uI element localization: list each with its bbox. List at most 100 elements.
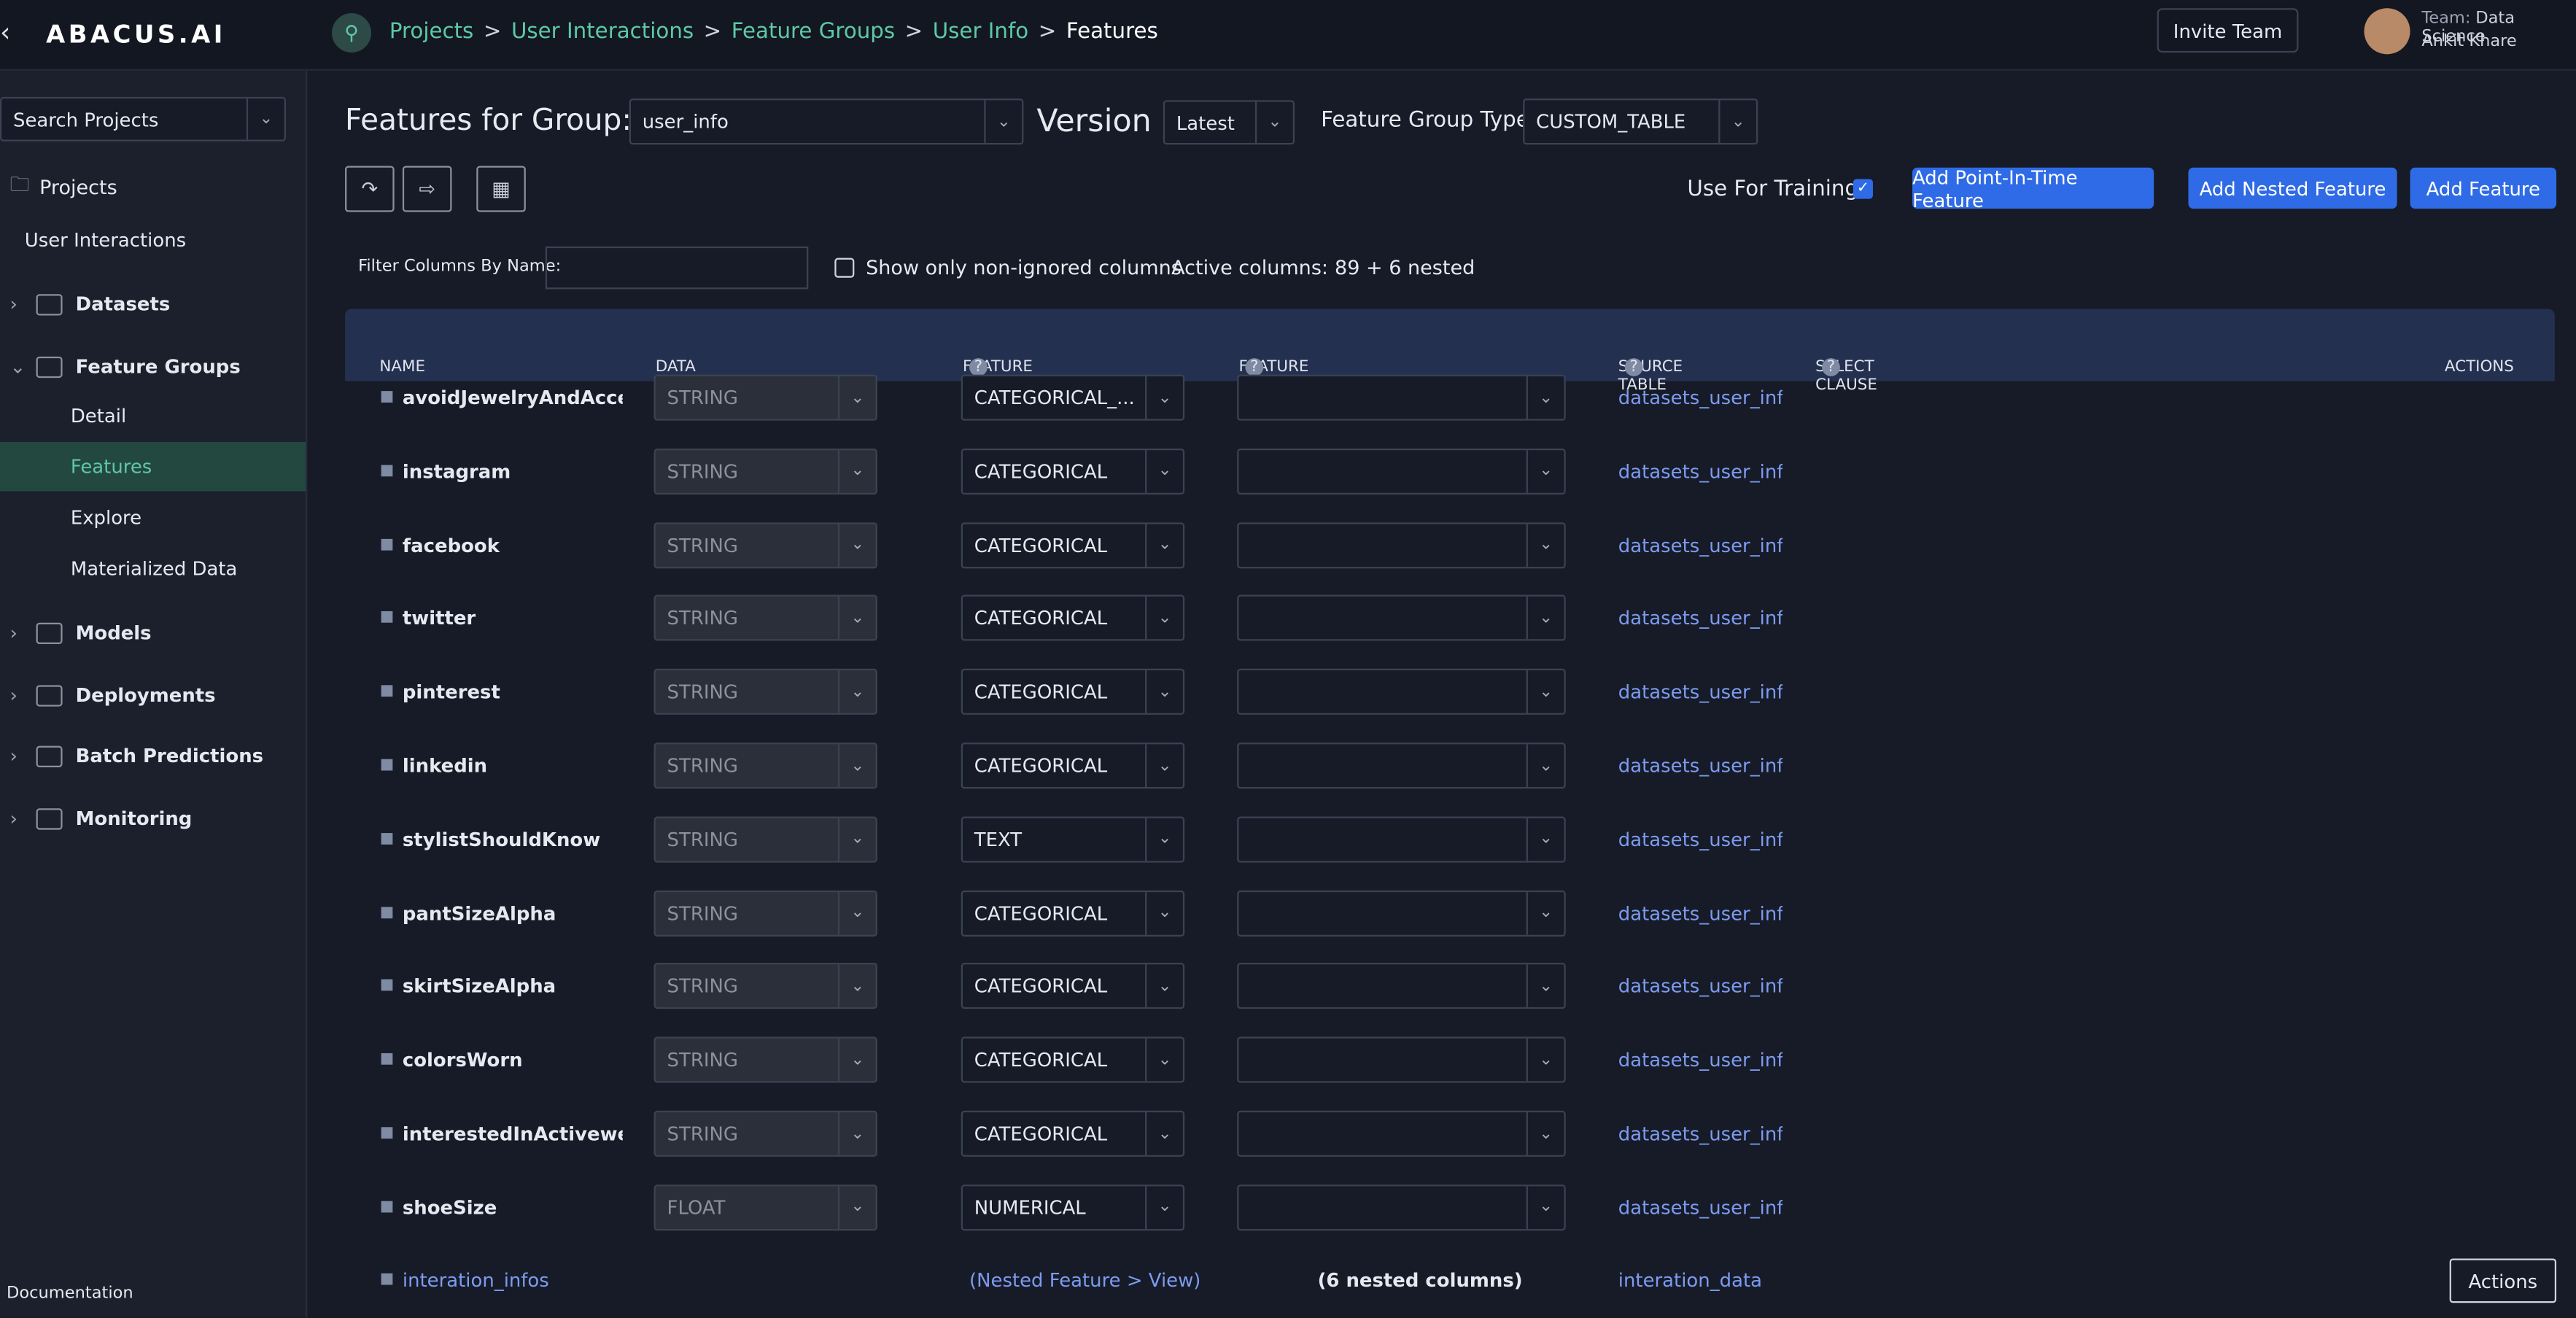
feature-mapping-select[interactable]: ⌄ [1237, 595, 1566, 642]
source-table-link[interactable]: datasets_user_info [1618, 974, 1783, 999]
feature-mapping-select[interactable]: ⌄ [1237, 374, 1566, 421]
nav-sub-item[interactable]: Detail [70, 404, 127, 427]
nested-source[interactable]: interation_data [1618, 1268, 1762, 1292]
dropdown-caret: ⌄ [837, 597, 876, 640]
version-select[interactable]: Latest ⌄ [1163, 100, 1295, 145]
breadcrumb-item[interactable]: User Info [932, 20, 1029, 44]
help-icon[interactable]: ? [1245, 358, 1264, 376]
dropdown-caret: ⌄ [1526, 597, 1564, 640]
source-table-link[interactable]: datasets_user_info [1618, 386, 1783, 409]
feature-type-select[interactable]: CATEGORICAL ⌄ [961, 669, 1185, 716]
data-type-select[interactable]: STRING ⌄ [653, 448, 877, 495]
documentation-link[interactable]: Documentation [7, 1284, 133, 1303]
breadcrumb-item[interactable]: Feature Groups [731, 20, 896, 44]
source-table-link[interactable]: datasets_user_info [1618, 1195, 1783, 1219]
source-table-link[interactable]: datasets_user_info [1618, 533, 1783, 557]
add-button[interactable]: Add Feature [2410, 167, 2557, 209]
source-table-link[interactable]: datasets_user_info [1618, 753, 1783, 778]
feature-mapping-select[interactable]: ⌄ [1237, 669, 1566, 716]
project-name[interactable]: User Interactions [24, 228, 187, 252]
nested-view-link[interactable]: (Nested Feature > View) [969, 1268, 1201, 1292]
feature-mapping-select[interactable]: ⌄ [1237, 743, 1566, 789]
active-label: Active columns: [1171, 256, 1329, 279]
data-type-select[interactable]: STRING ⌄ [653, 522, 877, 568]
feature-type-select[interactable]: CATEGORICAL ⌄ [961, 889, 1185, 937]
nav-item[interactable]: › Batch Predictions [0, 731, 306, 780]
source-table-link[interactable]: datasets_user_info [1618, 460, 1783, 483]
nav-item[interactable]: › Monitoring [0, 794, 306, 843]
table-row: stylistShouldKnow STRING ⌄ TEXT ⌄ ⌄ datasets_u… [345, 803, 2555, 875]
help-icon[interactable]: ? [1624, 358, 1643, 376]
nav-sub-item[interactable]: Explore [70, 505, 142, 530]
feature-type-select[interactable]: CATEGORICAL ⌄ [961, 963, 1185, 1009]
feature-mapping-select[interactable]: ⌄ [1237, 816, 1566, 863]
training-checkbox[interactable]: ✓ [1853, 179, 1873, 199]
feature-mapping-select[interactable]: ⌄ [1237, 1184, 1566, 1230]
data-type-select[interactable]: STRING ⌄ [653, 743, 877, 789]
source-table-link[interactable]: datasets_user_info [1618, 680, 1783, 704]
add-button[interactable]: Add Nested Feature [2188, 167, 2397, 209]
data-type-select[interactable]: STRING ⌄ [653, 595, 877, 642]
nav-sub-item[interactable]: Features [0, 441, 306, 492]
source-table-link[interactable]: datasets_user_info [1618, 607, 1783, 630]
search-icon[interactable]: ⚲ [332, 13, 372, 53]
feature-type-select[interactable]: CATEGORICAL ⌄ [961, 522, 1185, 568]
projects-link[interactable]: 🗀 Projects [10, 169, 117, 203]
feature-type-select[interactable]: CATEGORICAL ⌄ [961, 1036, 1185, 1083]
nav-sub-item[interactable]: Materialized Data [70, 557, 238, 581]
feature-type-select[interactable]: CATEGORICAL ⌄ [961, 1110, 1185, 1157]
export-icon[interactable]: ▦ [476, 166, 526, 212]
data-type-select[interactable]: FLOAT ⌄ [653, 1184, 877, 1230]
help-icon[interactable]: ? [1822, 358, 1840, 376]
row-icon [381, 1127, 393, 1139]
feature-type-select[interactable]: TEXT ⌄ [961, 816, 1185, 863]
ignored-checkbox[interactable] [834, 257, 855, 278]
nav-item[interactable]: › Models [0, 608, 306, 657]
brand-logo[interactable]: ABACUS.AI [46, 20, 226, 50]
feature-mapping-select[interactable]: ⌄ [1237, 522, 1566, 568]
feature-mapping-select[interactable]: ⌄ [1237, 889, 1566, 937]
data-type-select[interactable]: STRING ⌄ [653, 889, 877, 937]
feature-type-select[interactable]: NUMERICAL ⌄ [961, 1184, 1185, 1230]
source-table-link[interactable]: datasets_user_info [1618, 827, 1783, 851]
type-select[interactable]: CUSTOM_TABLE ⌄ [1523, 98, 1758, 145]
nav-item[interactable]: ⌄ Feature Groups [0, 342, 306, 392]
data-type-select[interactable]: STRING ⌄ [653, 963, 877, 1009]
filter-input[interactable] [545, 246, 809, 290]
back-arrow[interactable]: ‹ [0, 16, 11, 48]
feature-type-select[interactable]: CATEGORICAL_... ⌄ [961, 374, 1185, 421]
data-type-select-text: STRING [667, 1048, 738, 1072]
feature-mapping-select[interactable]: ⌄ [1237, 963, 1566, 1009]
user-name[interactable]: Ankit Khare [2421, 33, 2517, 51]
avatar[interactable] [2364, 8, 2410, 55]
breadcrumb-item[interactable]: User Interactions [511, 20, 694, 44]
export-icon[interactable]: ↷ [345, 166, 395, 212]
add-button[interactable]: Add Point-In-Time Feature [1912, 165, 2154, 211]
feature-type-select[interactable]: CATEGORICAL ⌄ [961, 448, 1185, 495]
source-table-link[interactable]: datasets_user_info [1618, 1048, 1783, 1072]
data-type-select[interactable]: STRING ⌄ [653, 1036, 877, 1083]
project-search[interactable]: Search Projects ⌄ [0, 96, 286, 142]
invite-button[interactable]: Invite Team [2157, 8, 2299, 53]
feature-type-select[interactable]: CATEGORICAL ⌄ [961, 743, 1185, 789]
data-type-select[interactable]: STRING ⌄ [653, 374, 877, 421]
feature-mapping-select[interactable]: ⌄ [1237, 1110, 1566, 1157]
feature-mapping-select[interactable]: ⌄ [1237, 448, 1566, 495]
actions-button[interactable]: Actions [2449, 1258, 2557, 1303]
nav-item[interactable]: › Datasets [0, 279, 306, 329]
source-table-link[interactable]: datasets_user_info [1618, 1122, 1783, 1146]
nested-name[interactable]: interation_infos [402, 1268, 549, 1292]
feature-type-select[interactable]: CATEGORICAL ⌄ [961, 595, 1185, 642]
help-icon[interactable]: ? [969, 358, 988, 376]
group-select[interactable]: user_info ⌄ [629, 98, 1024, 145]
dropdown-caret: ⌄ [1145, 818, 1183, 861]
breadcrumb-item[interactable]: Projects [389, 20, 474, 44]
source-table-link[interactable]: datasets_user_info [1618, 901, 1783, 925]
data-type-select[interactable]: STRING ⌄ [653, 816, 877, 863]
data-type-select[interactable]: STRING ⌄ [653, 1110, 877, 1157]
nav-item[interactable]: › Deployments [0, 670, 306, 720]
export-icon[interactable]: ⇨ [402, 166, 452, 212]
data-type-select[interactable]: STRING ⌄ [653, 669, 877, 716]
breadcrumb-separator: > [1038, 20, 1057, 44]
feature-mapping-select[interactable]: ⌄ [1237, 1036, 1566, 1083]
